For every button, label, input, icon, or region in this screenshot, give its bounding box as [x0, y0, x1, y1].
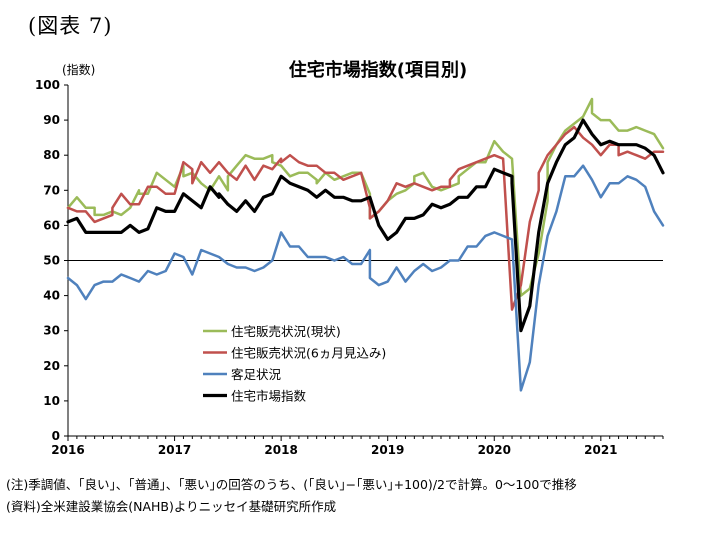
y-tick-label: 60 [43, 218, 60, 232]
legend-label-4: 住宅市場指数 [231, 389, 307, 404]
y-tick-label: 30 [43, 324, 60, 338]
y-tick-label: 50 [43, 254, 60, 268]
x-tick-label: 2020 [478, 443, 511, 457]
y-tick-label: 90 [43, 113, 60, 127]
legend-label-1: 住宅販売状況(現状) [231, 324, 341, 339]
series-line-4 [66, 118, 665, 333]
y-tick-label: 80 [43, 148, 60, 162]
series-line-2 [66, 125, 665, 311]
legend-label-3: 客足状況 [231, 367, 282, 382]
y-tick-label: 20 [43, 359, 60, 373]
series-lines [66, 97, 665, 392]
y-tick-label: 40 [43, 289, 60, 303]
y-tick-label: 100 [35, 78, 60, 92]
y-tick-label: 0 [52, 429, 60, 443]
axes: 0 10 20 30 40 50 60 70 80 90 100 2016 2017 2018 2019 20… [35, 78, 664, 457]
line-chart: 住宅市場指数(項目別) (指数) 0 10 20 30 40 50 60 70 80 90 100 2… [35, 59, 665, 457]
x-tick-label: 2016 [51, 443, 84, 457]
footnote-note: (注)季調値、｢良い｣、｢普通｣、｢悪い｣の回答のうち、(｢良い｣−｢悪い｣+1… [6, 477, 577, 492]
chart-title: 住宅市場指数(項目別) [289, 59, 467, 81]
x-tick-label: 2018 [264, 443, 297, 457]
x-tick-label: 2021 [584, 443, 617, 457]
y-tick-label: 10 [43, 394, 60, 408]
y-axis-unit-label: (指数) [62, 62, 95, 77]
series-line-3 [66, 164, 665, 392]
figure-label: (図表 7) [28, 14, 113, 38]
x-tick-label: 2017 [158, 443, 191, 457]
footnote-source: (資料)全米建設業協会(NAHB)よりニッセイ基礎研究所作成 [6, 499, 337, 514]
x-tick-label: 2019 [371, 443, 404, 457]
y-tick-label: 70 [43, 183, 60, 197]
legend-label-2: 住宅販売状況(6ヵ月見込み) [231, 346, 386, 361]
